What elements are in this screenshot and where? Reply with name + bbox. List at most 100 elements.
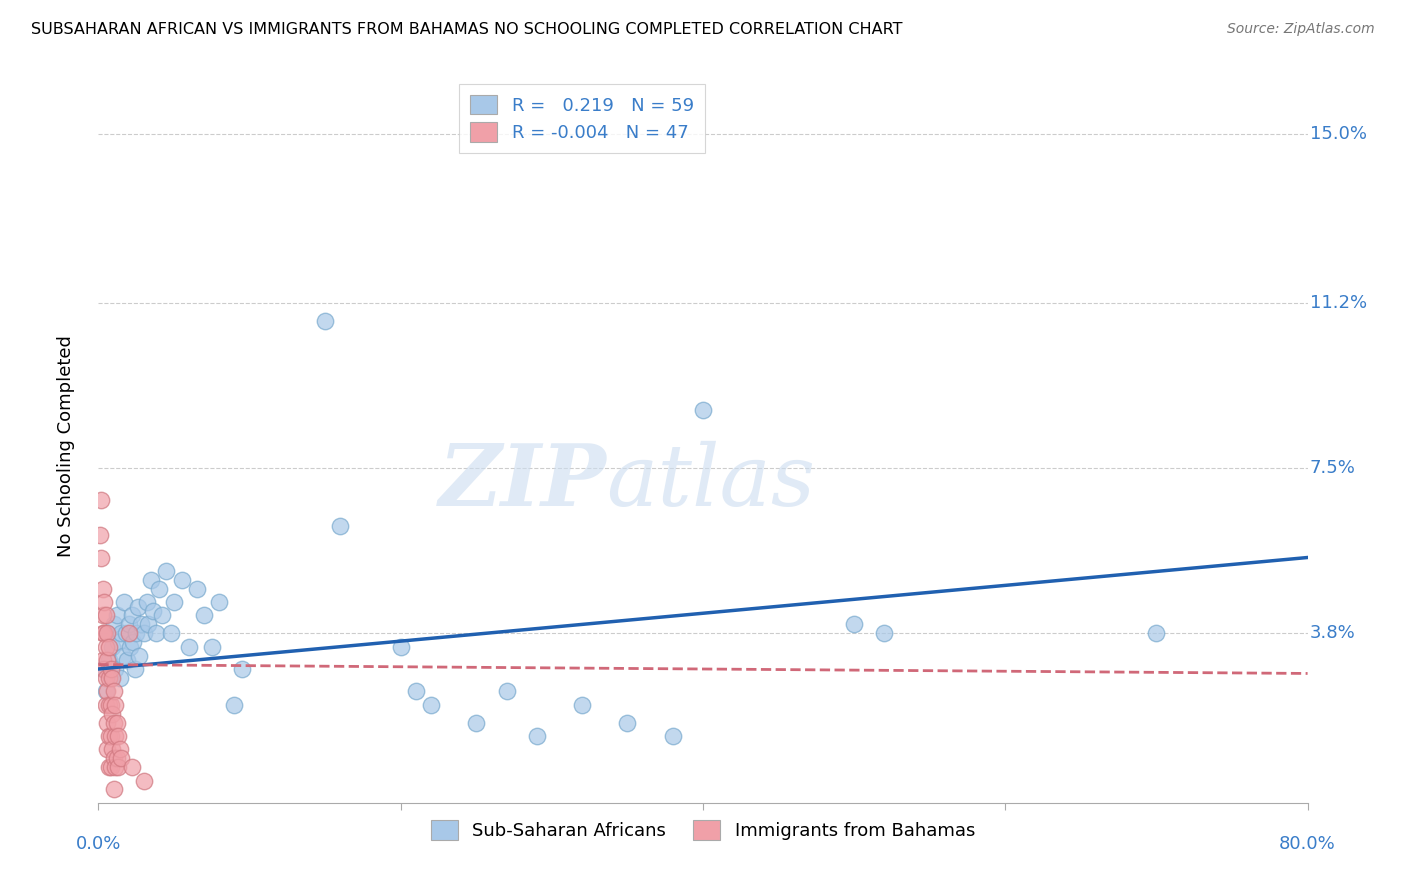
Point xyxy=(844,617,866,632)
Text: ZIP: ZIP xyxy=(439,440,606,524)
Text: 11.2%: 11.2% xyxy=(1310,294,1367,312)
Point xyxy=(873,626,896,640)
Point xyxy=(186,582,208,596)
Point xyxy=(101,742,124,756)
Text: 3.8%: 3.8% xyxy=(1310,624,1355,642)
Point xyxy=(110,751,132,765)
Point xyxy=(89,528,111,542)
Point xyxy=(155,564,177,578)
Point xyxy=(96,626,118,640)
Point xyxy=(122,635,145,649)
Point xyxy=(104,698,127,712)
Point xyxy=(112,595,135,609)
Point xyxy=(101,706,124,721)
Text: 80.0%: 80.0% xyxy=(1279,835,1336,853)
Point xyxy=(115,653,138,667)
Point xyxy=(201,640,224,654)
Legend: Sub-Saharan Africans, Immigrants from Bahamas: Sub-Saharan Africans, Immigrants from Ba… xyxy=(423,813,983,847)
Point xyxy=(107,729,129,743)
Point xyxy=(98,671,121,685)
Point xyxy=(90,550,112,565)
Point xyxy=(692,403,714,417)
Point xyxy=(111,648,134,663)
Point xyxy=(141,573,163,587)
Point xyxy=(100,671,122,685)
Point xyxy=(93,662,115,676)
Point xyxy=(193,608,215,623)
Point xyxy=(98,698,121,712)
Point xyxy=(104,729,127,743)
Point xyxy=(105,751,128,765)
Point xyxy=(314,314,336,328)
Point xyxy=(98,729,121,743)
Point xyxy=(132,773,155,788)
Point xyxy=(125,626,148,640)
Point xyxy=(103,782,125,797)
Point xyxy=(107,635,129,649)
Point xyxy=(94,640,117,654)
Point xyxy=(100,662,122,676)
Point xyxy=(91,653,114,667)
Point xyxy=(136,617,159,632)
Point xyxy=(142,604,165,618)
Point xyxy=(103,684,125,698)
Point xyxy=(101,671,124,685)
Point xyxy=(105,608,128,623)
Point xyxy=(100,729,122,743)
Point xyxy=(94,671,117,685)
Point xyxy=(170,573,193,587)
Point xyxy=(420,698,443,712)
Point xyxy=(103,751,125,765)
Point xyxy=(98,760,121,774)
Point xyxy=(96,742,118,756)
Point xyxy=(145,626,167,640)
Point xyxy=(124,662,146,676)
Text: SUBSAHARAN AFRICAN VS IMMIGRANTS FROM BAHAMAS NO SCHOOLING COMPLETED CORRELATION: SUBSAHARAN AFRICAN VS IMMIGRANTS FROM BA… xyxy=(31,22,903,37)
Point xyxy=(104,662,127,676)
Point xyxy=(148,582,170,596)
Point xyxy=(91,662,114,676)
Point xyxy=(179,640,201,654)
Text: 7.5%: 7.5% xyxy=(1310,459,1355,477)
Point xyxy=(98,640,121,654)
Point xyxy=(526,729,548,743)
Point xyxy=(121,760,143,774)
Text: 0.0%: 0.0% xyxy=(76,835,121,853)
Point xyxy=(96,684,118,698)
Point xyxy=(96,626,118,640)
Point xyxy=(94,608,117,623)
Point xyxy=(129,617,152,632)
Y-axis label: No Schooling Completed: No Schooling Completed xyxy=(56,335,75,557)
Point xyxy=(121,608,143,623)
Point xyxy=(98,653,121,667)
Point xyxy=(94,684,117,698)
Point xyxy=(114,626,136,640)
Point xyxy=(224,698,246,712)
Point xyxy=(661,729,683,743)
Point xyxy=(108,671,131,685)
Point xyxy=(94,698,117,712)
Point xyxy=(110,626,132,640)
Point xyxy=(163,595,186,609)
Point xyxy=(616,715,638,730)
Point xyxy=(118,626,141,640)
Point xyxy=(100,698,122,712)
Text: atlas: atlas xyxy=(606,441,815,523)
Point xyxy=(96,653,118,667)
Point xyxy=(120,640,142,654)
Point xyxy=(101,640,124,654)
Point xyxy=(118,617,141,632)
Point xyxy=(127,599,149,614)
Point xyxy=(135,595,157,609)
Point xyxy=(132,626,155,640)
Point xyxy=(405,684,427,698)
Point xyxy=(91,608,114,623)
Point xyxy=(105,715,128,730)
Text: 15.0%: 15.0% xyxy=(1310,125,1367,143)
Point xyxy=(389,640,412,654)
Point xyxy=(231,662,253,676)
Point xyxy=(96,715,118,730)
Point xyxy=(104,760,127,774)
Point xyxy=(103,715,125,730)
Point xyxy=(495,684,517,698)
